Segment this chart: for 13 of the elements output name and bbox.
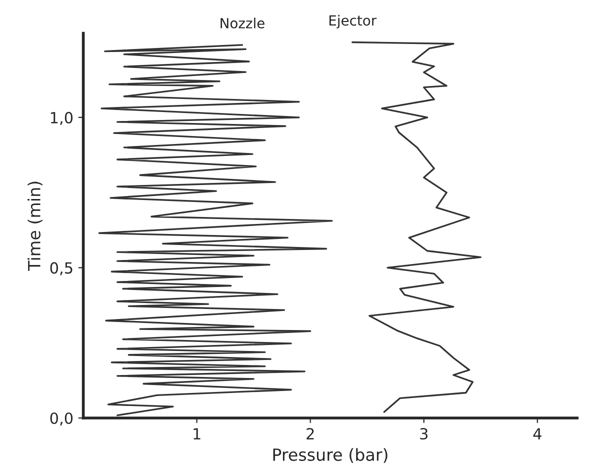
x-tick-label: 3: [420, 428, 428, 440]
x-tick-label: 4: [533, 428, 542, 440]
y-axis-title: Time (min): [28, 182, 42, 271]
y-tick-label: 0,0: [50, 412, 73, 426]
y-tick-label: 0,5: [50, 262, 72, 276]
line-series: [352, 41, 482, 413]
x-tick-label: 2: [306, 428, 314, 440]
line-series: [98, 44, 333, 416]
y-tick-label: 1,0: [50, 112, 73, 125]
series-label: Nozzle: [220, 18, 264, 28]
x-axis-title: Pressure (bar): [273, 448, 388, 463]
x-tick-label: 1: [194, 428, 200, 440]
series-label: Ejector: [329, 14, 377, 28]
